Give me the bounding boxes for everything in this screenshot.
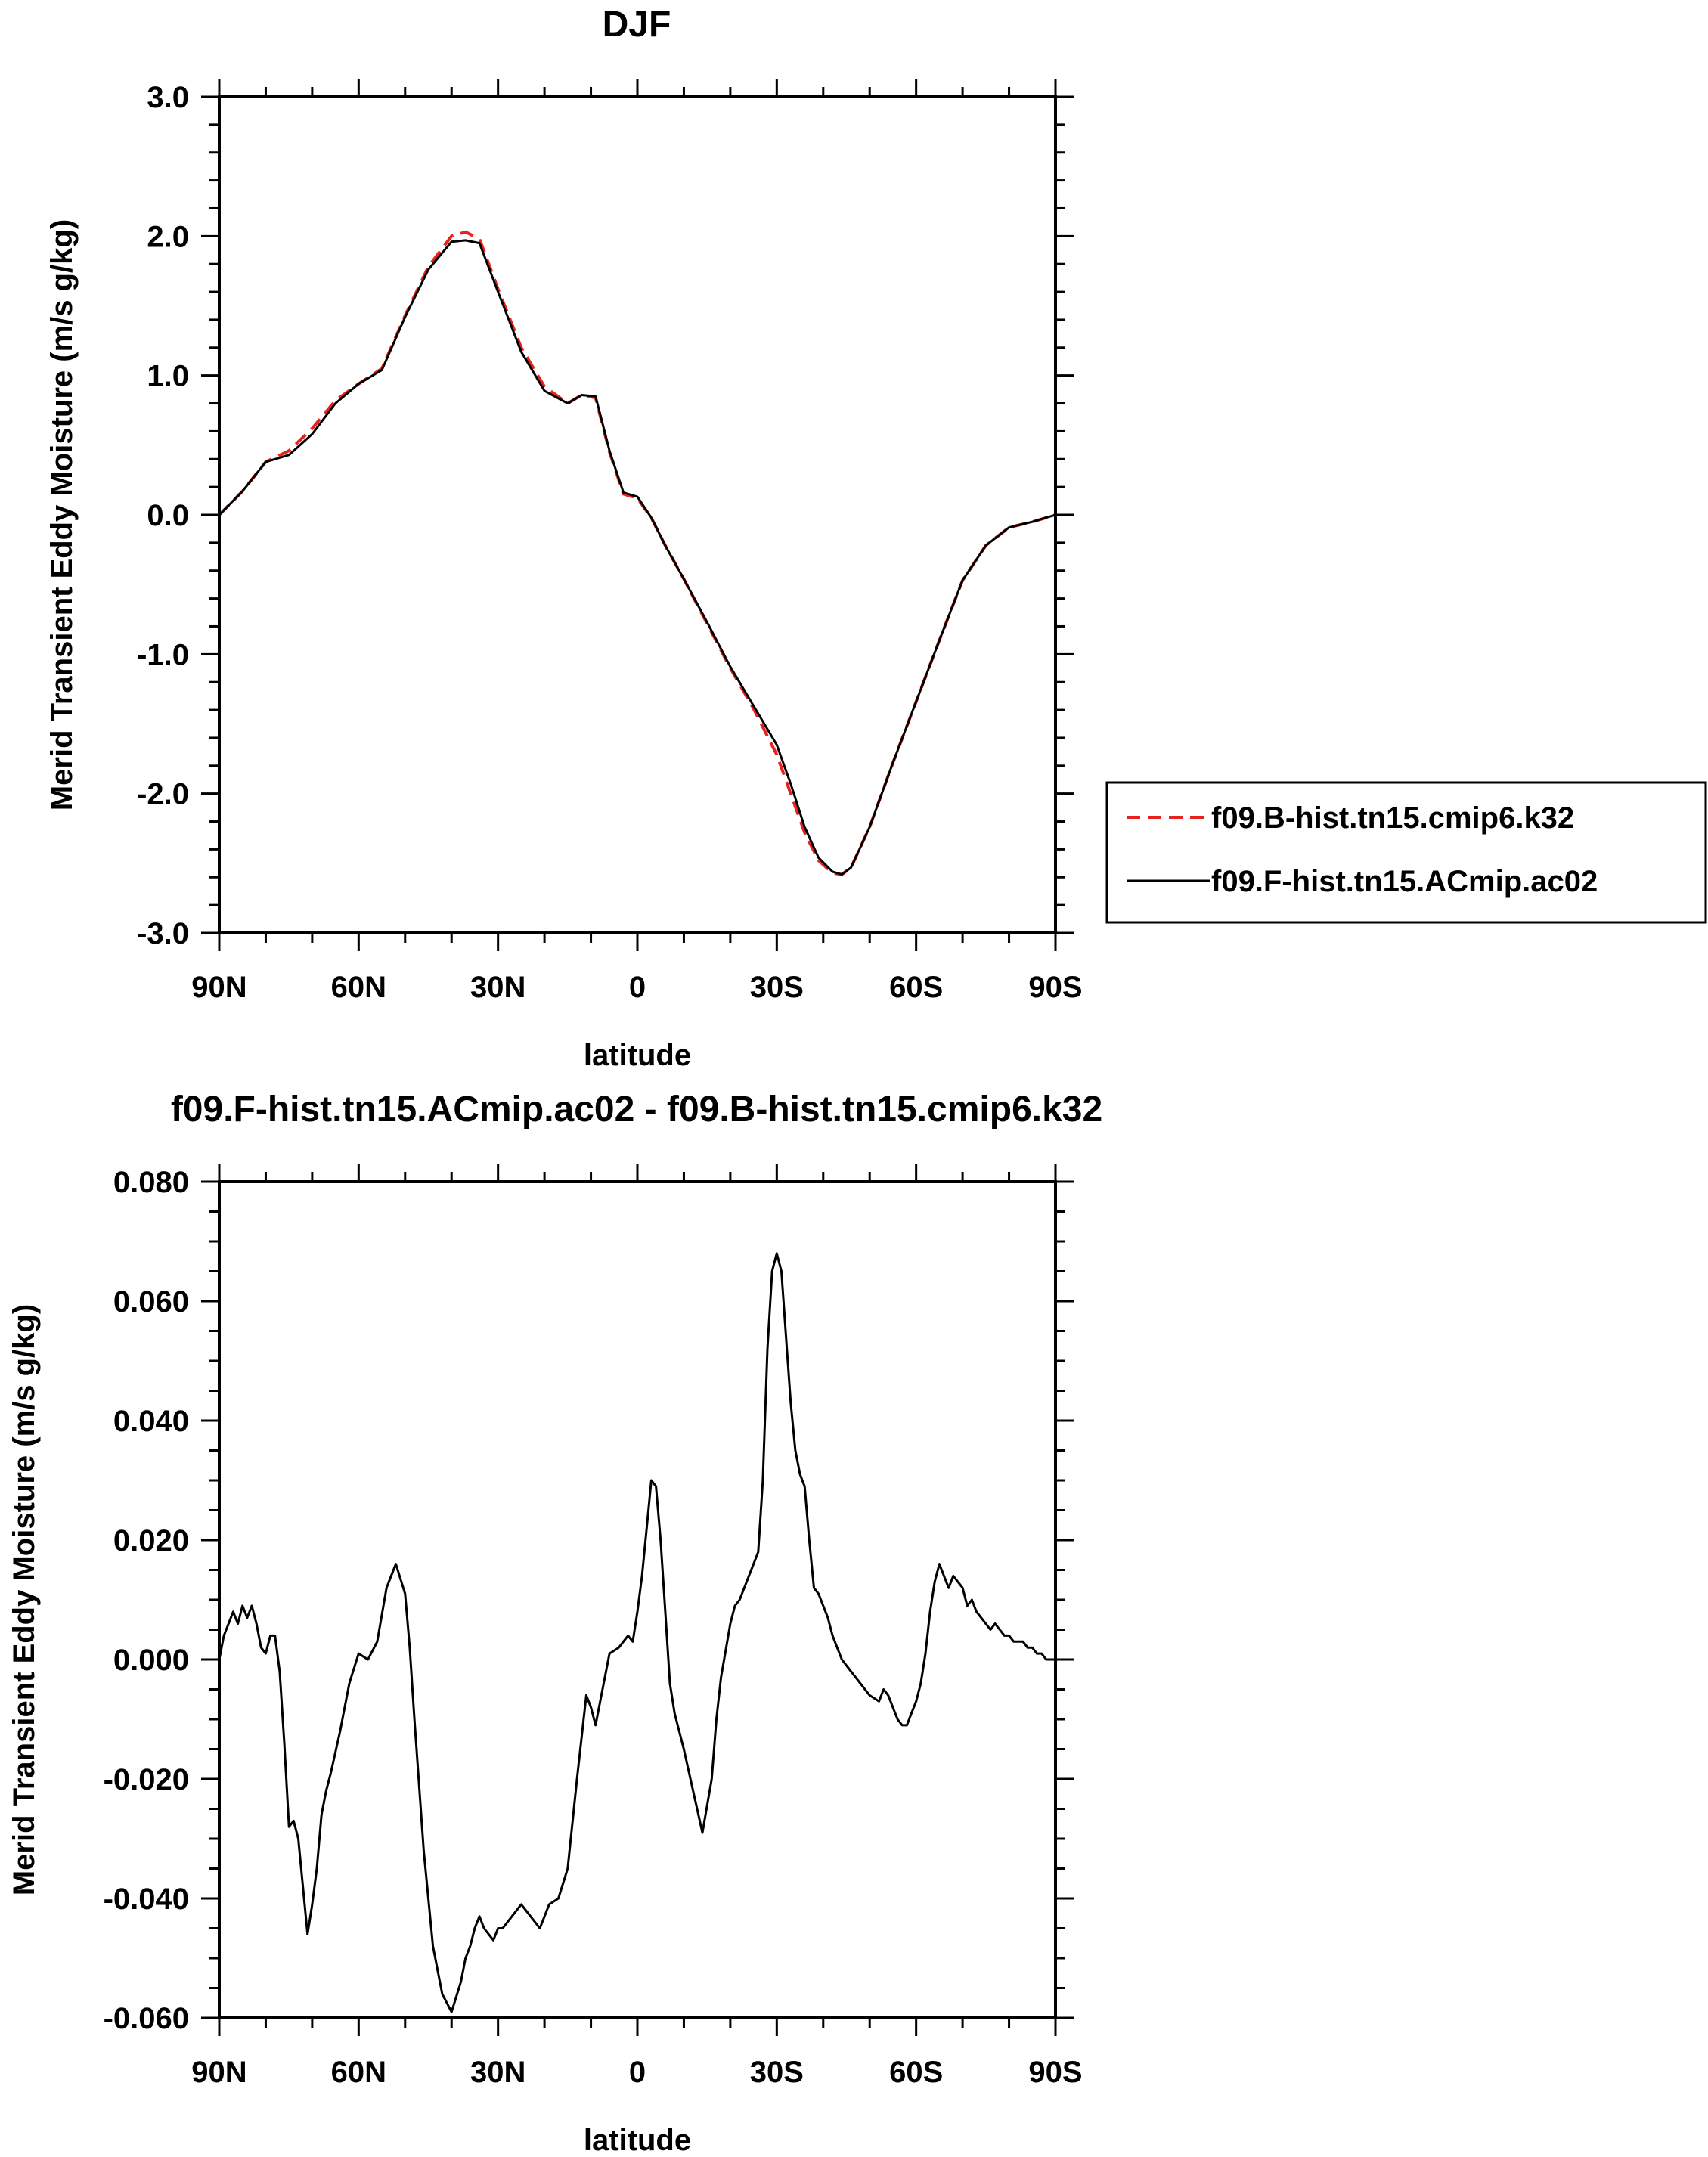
x-tick-label: 90S [1028,971,1082,1004]
x-tick-label: 60N [331,2056,386,2089]
top-chart-tick-labels: 90N 60N 30N 0 30S 60S 90S -3.0 -2.0 -1.0 0.0 1.0 2.0… [137,81,1083,1004]
bottom-chart-series [218,1252,1055,2013]
top-chart-series [218,230,1056,876]
y-tick-label: 1.0 [147,360,189,393]
y-tick-label: 0.080 [113,1166,189,1199]
x-tick-label: 30N [470,971,525,1004]
top-chart-ylabel: Merid Transient Eddy Moisture (m/s g/kg) [45,219,79,810]
bottom-chart-tick-labels: 90N 60N 30N 0 30S 60S 90S -0.060 -0.040 -0.020 0.0… [104,1166,1083,2089]
legend-box [1105,781,1707,924]
top-chart-ticks [201,79,1074,951]
top-chart-panel: DJF 90N 60N 30N 0 30S 60S 90S -3.0 -2.0 -1.0 0.0 1.… [45,5,1083,1072]
top-chart-xlabel: latitude [584,1039,691,1072]
legend-label-f-hist: f09.F-hist.tn15.ACmip.ac02 [1211,865,1598,898]
y-tick-label: 0.060 [113,1285,189,1319]
y-tick-label: -0.020 [104,1763,189,1796]
x-tick-label: 60N [331,971,386,1004]
bottom-chart-ticks [201,1164,1074,2036]
bottom-chart-panel: f09.F-hist.tn15.ACmip.ac02 - f09.B-hist.… [8,1089,1102,2157]
series-line-1-0 [218,1252,1055,2013]
y-tick-label: -0.040 [104,1883,189,1916]
legend-label-b-hist: f09.B-hist.tn15.cmip6.k32 [1211,801,1574,835]
x-tick-label: 60S [889,971,943,1004]
x-tick-label: 90N [191,971,246,1004]
y-tick-label: -2.0 [137,778,189,811]
y-tick-label: -1.0 [137,638,189,671]
y-tick-label: -3.0 [137,917,189,950]
y-tick-label: 0.040 [113,1405,189,1438]
x-tick-label: 60S [889,2056,943,2089]
y-tick-label: 0.0 [147,499,189,532]
series-line-0-1 [218,239,1056,876]
y-tick-label: 3.0 [147,81,189,114]
y-tick-label: 0.020 [113,1524,189,1557]
bottom-chart-ylabel: Merid Transient Eddy Moisture (m/s g/kg) [8,1304,41,1895]
bottom-chart-title: f09.F-hist.tn15.ACmip.ac02 - f09.B-hist.… [171,1089,1102,1130]
chart-legend: f09.B-hist.tn15.cmip6.k32 f09.F-hist.tn1… [1105,781,1707,924]
y-tick-label: 0.000 [113,1644,189,1677]
x-tick-label: 0 [629,971,646,1004]
x-tick-label: 90S [1028,2056,1082,2089]
x-tick-label: 30N [470,2056,525,2089]
series-line-0-0 [218,230,1056,876]
top-chart-frame [218,95,1057,934]
bottom-chart-frame [218,1180,1057,2019]
x-tick-label: 30S [750,2056,804,2089]
top-chart-title: DJF [603,5,671,45]
y-tick-label: 2.0 [147,220,189,253]
x-tick-label: 90N [191,2056,246,2089]
y-tick-label: -0.060 [104,2002,189,2035]
x-tick-label: 0 [629,2056,646,2089]
bottom-chart-xlabel: latitude [584,2124,691,2157]
x-tick-label: 30S [750,971,804,1004]
